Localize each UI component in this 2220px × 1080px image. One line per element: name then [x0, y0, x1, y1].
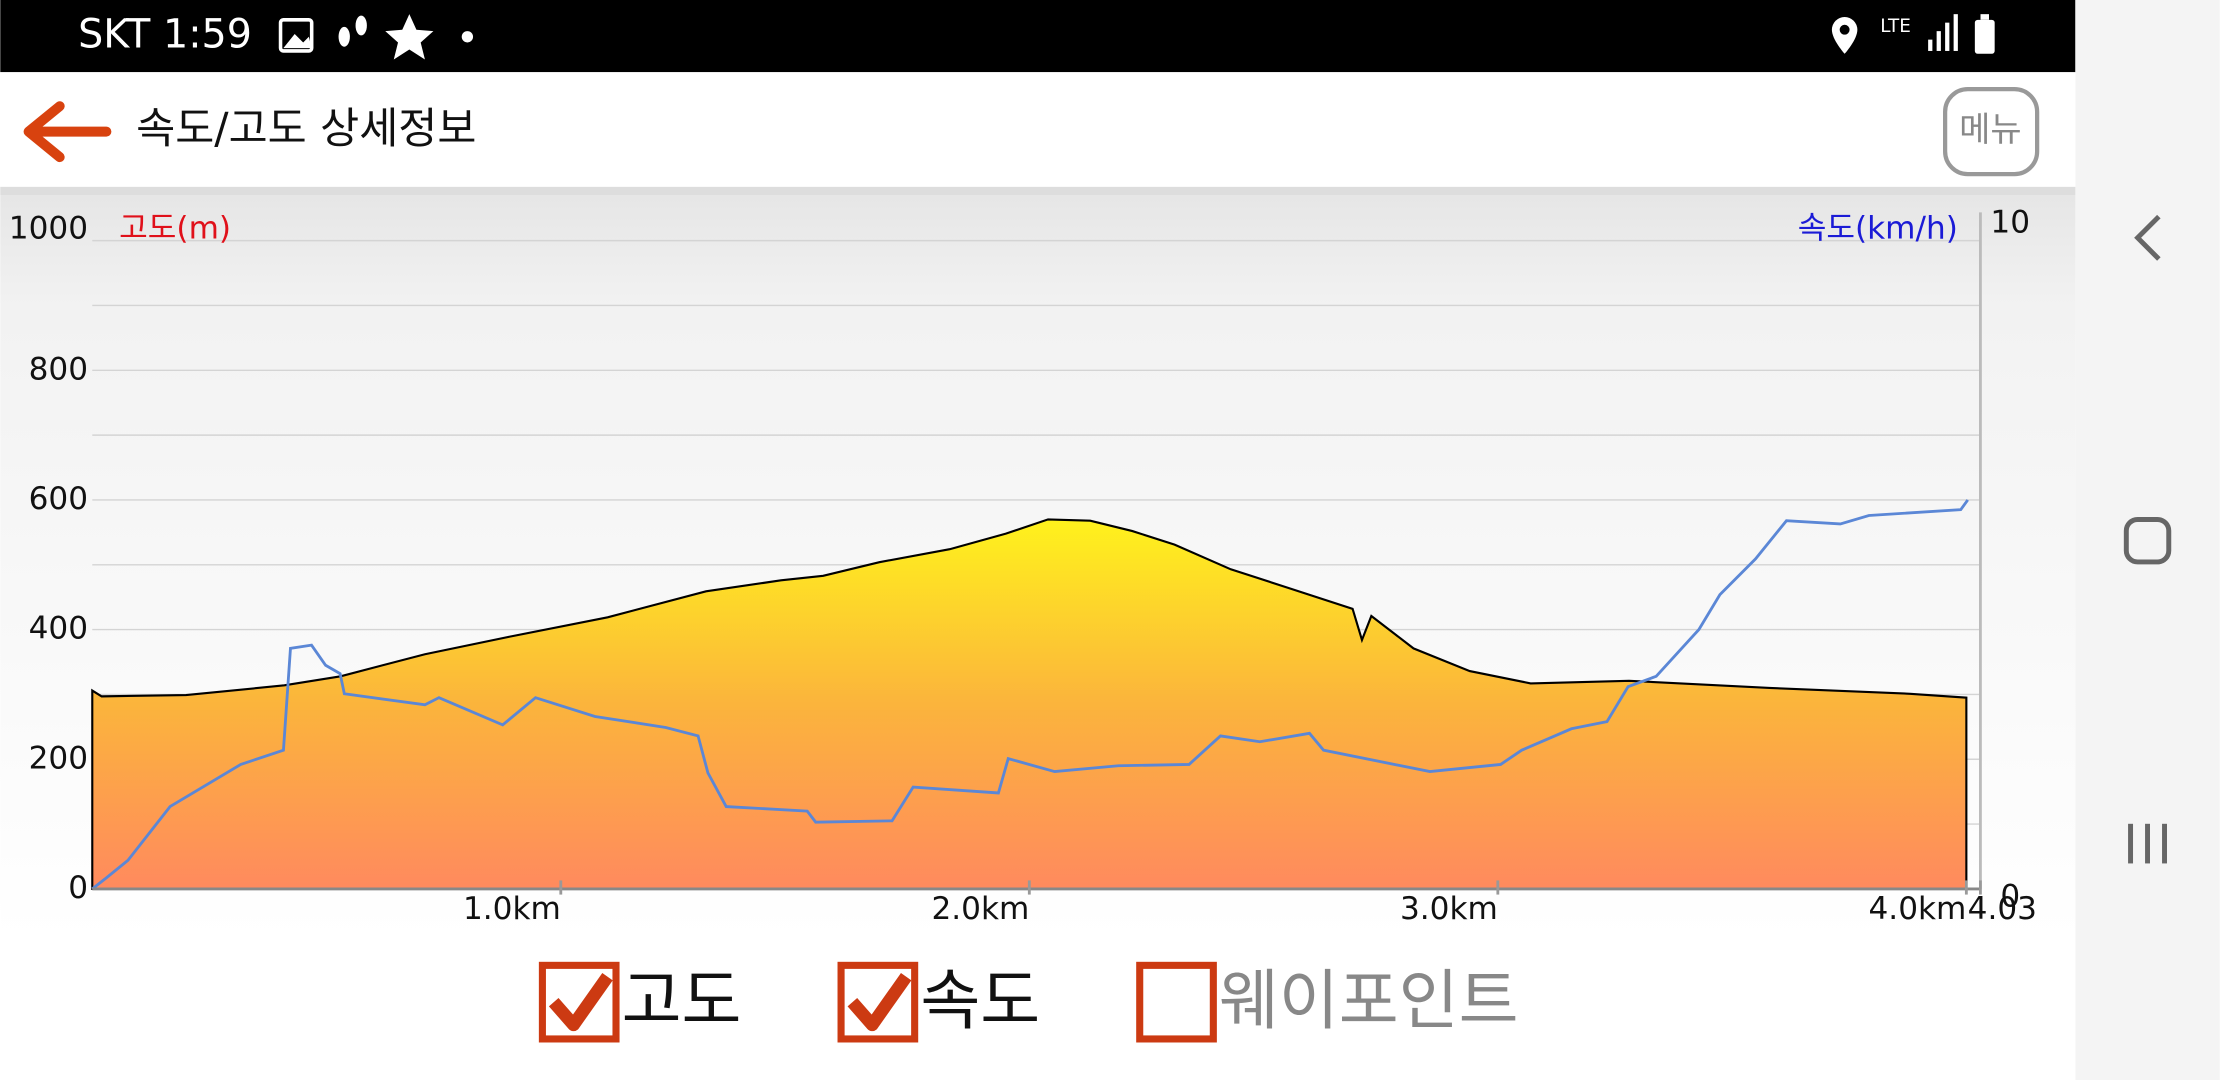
elevation-area	[91, 518, 1968, 890]
network-type: LTE	[1880, 16, 1911, 37]
nav-back[interactable]	[2134, 214, 2161, 261]
menu-button[interactable]	[1943, 87, 2040, 177]
y-tick-label: 200	[29, 740, 88, 776]
menu-button-label[interactable]: 메뉴	[1959, 110, 2022, 150]
app-bar	[0, 72, 2076, 187]
checkbox-label[interactable]: 속도	[920, 964, 1040, 1039]
app-bar-shadow	[0, 186, 2076, 196]
page-title: 속도/고도 상세정보	[136, 105, 476, 154]
checkmark[interactable]	[548, 972, 613, 1032]
y2-tick-label: 10	[1990, 205, 2030, 241]
speed-line	[91, 499, 1969, 891]
y2-axis-title: 속도(km/h)	[1798, 210, 1958, 246]
options-panel	[0, 941, 2076, 1080]
y-tick-label: 600	[29, 481, 88, 517]
checkbox-label[interactable]: 웨이포인트	[1219, 964, 1519, 1039]
x-tick-label: 3.0km	[1400, 891, 1498, 927]
y-axis-title: 고도(m)	[119, 210, 231, 246]
y-tick-label: 400	[29, 611, 88, 647]
checkbox-label[interactable]: 고도	[622, 964, 742, 1039]
checkbox[interactable]	[1136, 961, 1217, 1043]
y-tick-label: 800	[29, 351, 88, 387]
y2-tick-label: 0	[2000, 878, 2020, 914]
nav-home[interactable]	[2123, 516, 2172, 565]
navigation-bar	[2075, 0, 2220, 1080]
x-tick-label: 2.0km	[931, 891, 1029, 927]
status-icons	[278, 14, 1995, 60]
checkmark[interactable]	[847, 972, 912, 1032]
y-tick-label: 0	[68, 870, 88, 906]
x-tick-label: 4.03	[1968, 891, 2037, 927]
x-tick-label: 1.0km	[463, 891, 561, 927]
status-time: SKT 1:59	[78, 11, 252, 57]
y-tick-label: 1000	[9, 210, 88, 246]
back-button[interactable]	[23, 101, 112, 163]
chart: 0 200 400 600 800 1000 0 10 1.0km 2.0km 3.0km 4.0km…	[9, 205, 2037, 928]
series-toggles: 고도 속도 웨이포인트	[538, 961, 1519, 1043]
nav-recents[interactable]	[2128, 823, 2167, 864]
x-tick-label: 4.0km	[1869, 891, 1967, 927]
